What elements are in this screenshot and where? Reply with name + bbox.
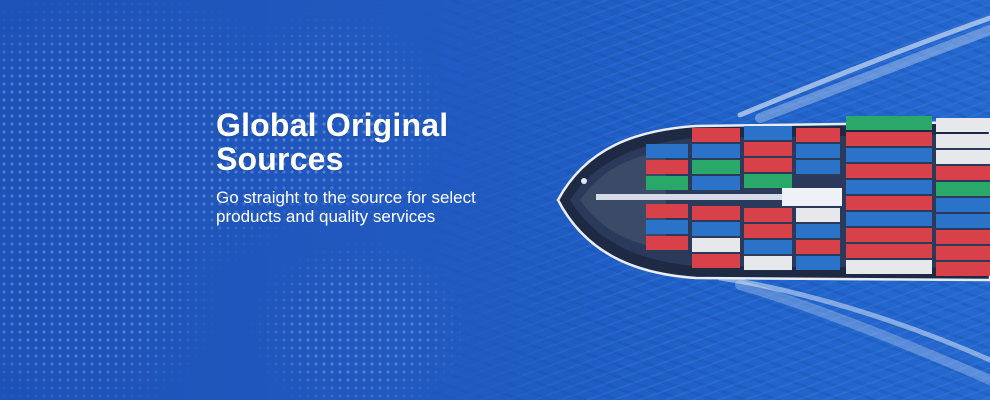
cargo-ship-image — [556, 116, 990, 282]
hero-subtitle: Go straight to the source for select pro… — [216, 188, 476, 226]
hero-title: Global Original Sources — [216, 107, 449, 177]
world-map-dots — [0, 0, 560, 400]
hero-text-block: Global Original Sources Go straight to t… — [216, 108, 516, 226]
